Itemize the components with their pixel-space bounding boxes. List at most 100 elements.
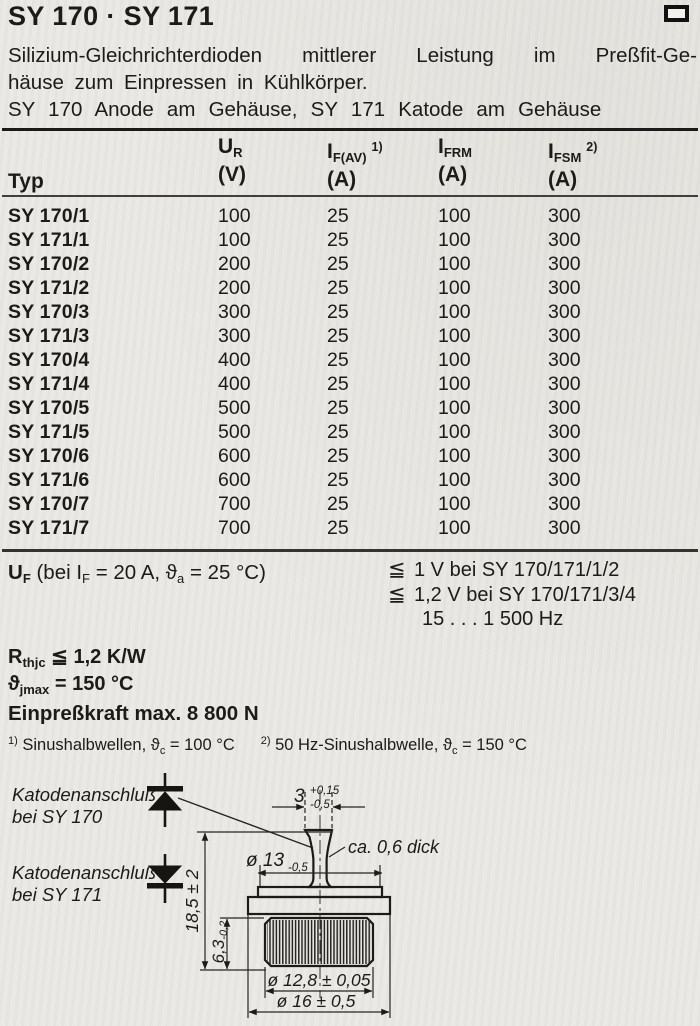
cell-ur: 400	[218, 349, 251, 371]
cell-ifrm: 100	[438, 493, 471, 515]
dim-disc	[257, 865, 383, 886]
cell-ur: 500	[218, 397, 251, 419]
cell-ur: 300	[218, 301, 251, 323]
cell-typ: SY 171/4	[8, 373, 90, 395]
cell-ur: 100	[218, 229, 251, 251]
svg-text:18,5 ± 2: 18,5 ± 2	[182, 869, 202, 932]
page-title: SY 170 · SY 171	[8, 1, 215, 31]
package-drawing: Katodenanschluß bei SY 170 Katodenanschl…	[12, 773, 440, 1018]
lte-icon: ≦	[388, 582, 406, 606]
cell-ifav: 25	[327, 469, 349, 491]
col-header-ur: UR (V)	[218, 135, 246, 186]
knurl-texture	[267, 920, 371, 964]
intro-line-3: SY 170 Anode am Gehäuse, SY 171 Katode a…	[8, 98, 602, 121]
intro-line-2: häuse zum Einpressen in Kühlkörper.	[8, 71, 368, 94]
cell-ifav: 25	[327, 445, 349, 467]
table-bottom-rule	[2, 549, 698, 552]
cell-ur: 700	[218, 517, 251, 539]
svg-text:6,3-0,2: 6,3-0,2	[209, 921, 230, 964]
uf-frequency-range: 15 . . . 1 500 Hz	[422, 608, 564, 630]
uf-value-1: ≦ 1 V bei SY 170/171/1/2	[388, 558, 620, 581]
leader-thickness	[328, 846, 346, 858]
diode-cathode-top-icon	[147, 773, 183, 827]
cell-typ: SY 171/1	[8, 229, 90, 251]
table-header: Typ UR (V) IF(AV)1) (A) IFRM (A) IFSM2) …	[0, 136, 700, 194]
cell-typ: SY 170/2	[8, 253, 90, 275]
svg-text:Katodenanschluß: Katodenanschluß	[12, 784, 156, 805]
tjmax-rating: ϑjmax = 150 °C	[8, 673, 134, 697]
cell-ifsm: 300	[548, 253, 581, 275]
footnote-2-mark: 2)	[260, 735, 271, 747]
cell-ifrm: 100	[438, 469, 471, 491]
tab-blade	[302, 828, 335, 889]
intro-paragraph: Silizium-Gleichrichterdioden mittlerer L…	[8, 42, 697, 123]
cell-typ: SY 170/6	[8, 445, 90, 467]
rectangle-frame-icon	[664, 5, 689, 22]
cell-ifrm: 100	[438, 301, 471, 323]
svg-text:Katodenanschluß: Katodenanschluß	[12, 862, 156, 883]
cell-ifsm: 300	[548, 205, 581, 227]
table-header-rule	[2, 195, 698, 197]
col-header-ifav: IF(AV)1) (A)	[327, 140, 383, 191]
table-row: SY 170/6 600 25 100 300	[0, 444, 700, 468]
dim-total-height	[197, 831, 332, 971]
leader-line-sy170	[177, 797, 314, 849]
cell-ur: 300	[218, 325, 251, 347]
cell-ur: 200	[218, 277, 251, 299]
lte-icon: ≦	[388, 558, 406, 581]
table-row: SY 170/4 400 25 100 300	[0, 348, 700, 372]
cell-ifsm: 300	[548, 445, 581, 467]
cathode-label-sy171: Katodenanschluß bei SY 171	[12, 862, 156, 905]
cell-ur: 600	[218, 445, 251, 467]
table-row: SY 170/5 500 25 100 300	[0, 396, 700, 420]
cell-typ: SY 171/7	[8, 517, 90, 539]
rth-rating: Rthjc ≦ 1,2 K/W	[8, 646, 146, 670]
cell-ifsm: 300	[548, 421, 581, 443]
svg-text:bei SY 171: bei SY 171	[12, 884, 102, 905]
cell-ifrm: 100	[438, 397, 471, 419]
cell-ur: 400	[218, 373, 251, 395]
cell-typ: SY 171/6	[8, 469, 90, 491]
cell-ifav: 25	[327, 493, 349, 515]
cell-ifrm: 100	[438, 277, 471, 299]
uf-condition: UF (bei IF = 20 A, ϑa = 25 °C)	[8, 561, 266, 586]
table-row: SY 171/3 300 25 100 300	[0, 324, 700, 348]
cell-ifsm: 300	[548, 397, 581, 419]
cell-ifav: 25	[327, 421, 349, 443]
cell-ifav: 25	[327, 253, 349, 275]
cell-ur: 200	[218, 253, 251, 275]
table-top-rule	[2, 128, 698, 131]
cell-ifav: 25	[327, 325, 349, 347]
cell-ifav: 25	[327, 517, 349, 539]
cell-ifrm: 100	[438, 229, 471, 251]
table-row: SY 170/7 700 25 100 300	[0, 492, 700, 516]
svg-text:+0,15: +0,15	[310, 785, 340, 797]
cell-typ: SY 170/4	[8, 349, 90, 371]
table-body: SY 170/1 100 25 100 300 SY 171/1 100 25 …	[0, 204, 700, 540]
cell-typ: SY 171/5	[8, 421, 90, 443]
svg-text:ca. 0,6 dick: ca. 0,6 dick	[348, 837, 440, 857]
cathode-label-sy170: Katodenanschluß bei SY 170	[12, 784, 156, 827]
table-row: SY 171/1 100 25 100 300	[0, 228, 700, 252]
cell-ifav: 25	[327, 373, 349, 395]
cell-ifrm: 100	[438, 253, 471, 275]
table-row: SY 171/7 700 25 100 300	[0, 516, 700, 540]
cell-typ: SY 170/3	[8, 301, 90, 323]
col-header-ifrm: IFRM (A)	[438, 135, 473, 186]
cell-ifrm: 100	[438, 325, 471, 347]
cell-ifrm: 100	[438, 517, 471, 539]
cell-ifav: 25	[327, 397, 349, 419]
cell-ifsm: 300	[548, 493, 581, 515]
cell-ifrm: 100	[438, 445, 471, 467]
cell-ifsm: 300	[548, 349, 581, 371]
cell-ifsm: 300	[548, 373, 581, 395]
cell-ifsm: 300	[548, 229, 581, 251]
col-header-ifsm: IFSM2) (A)	[548, 140, 598, 191]
cell-ifsm: 300	[548, 469, 581, 491]
svg-text:ø 13: ø 13	[246, 850, 284, 871]
intro-line-1: Silizium-Gleichrichterdioden mittlerer L…	[8, 44, 697, 67]
uf-value-2: ≦ 1,2 V bei SY 170/171/3/4	[388, 582, 637, 606]
cell-ifrm: 100	[438, 205, 471, 227]
cell-ifrm: 100	[438, 349, 471, 371]
